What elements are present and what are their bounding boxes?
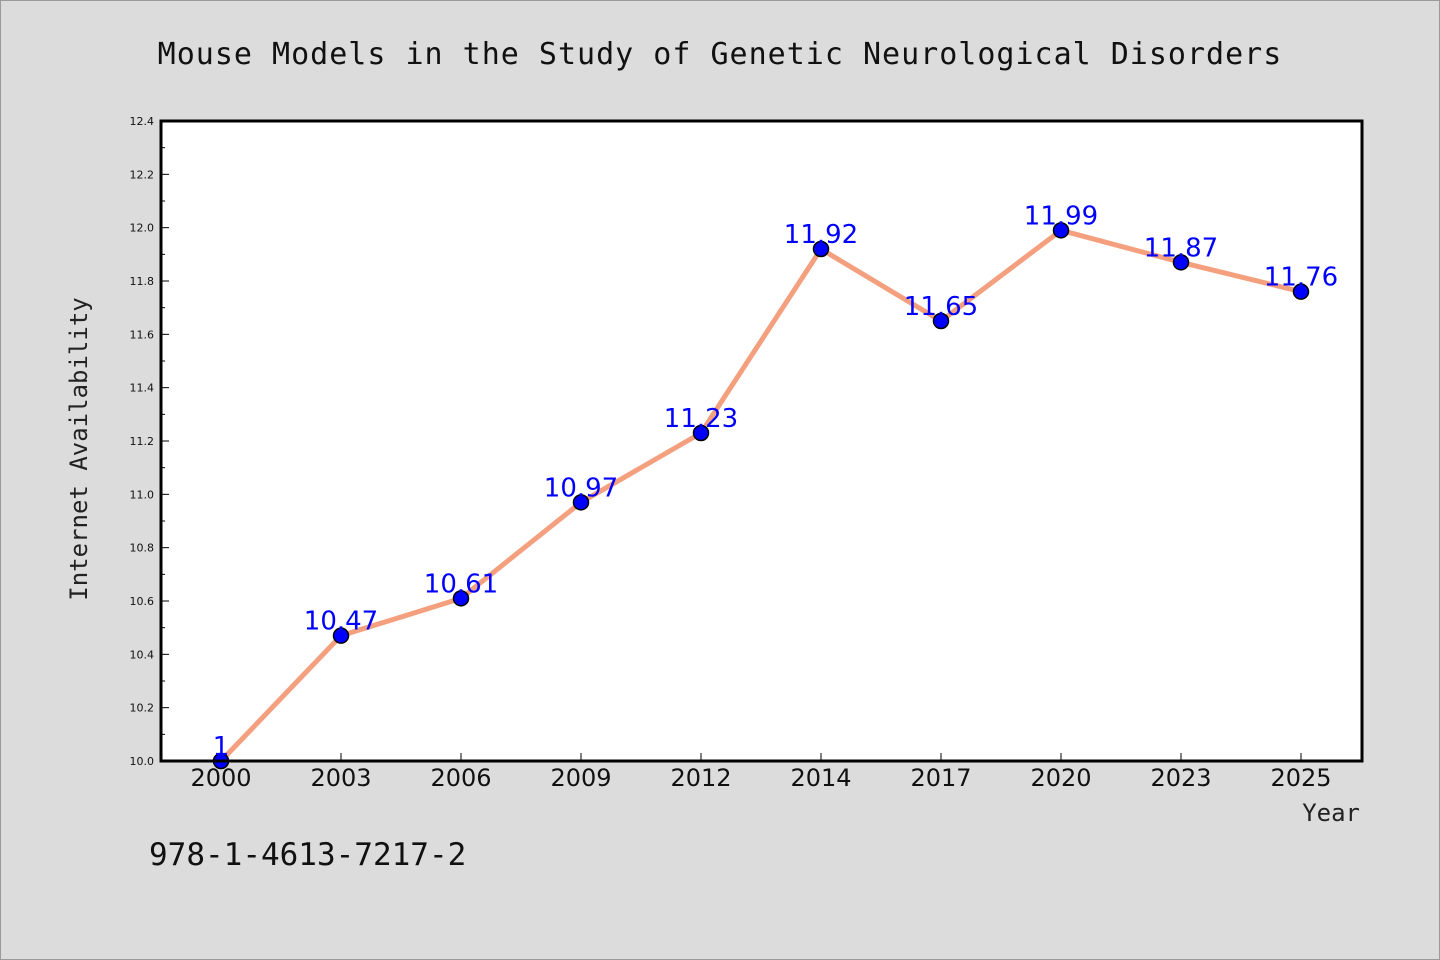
x-tick-label: 2025	[1270, 764, 1331, 792]
x-tick-label: 2003	[310, 764, 371, 792]
isbn-text: 978-1-4613-7217-2	[149, 837, 466, 873]
y-tick-label: 11.4	[130, 382, 155, 395]
data-label: 10.97	[544, 473, 618, 503]
chart-title: Mouse Models in the Study of Genetic Neu…	[158, 37, 1283, 72]
x-tick-label: 2009	[550, 764, 611, 792]
data-point-marker	[812, 240, 830, 258]
x-tick-label: 2023	[1150, 764, 1211, 792]
y-tick-label: 10.2	[130, 702, 155, 715]
x-tick-label: 2020	[1030, 764, 1091, 792]
y-tick-label: 11.2	[130, 435, 155, 448]
y-tick-label: 12.0	[130, 222, 155, 235]
data-label: 1	[213, 732, 230, 762]
y-tick-label: 11.8	[130, 275, 155, 288]
y-axis-label: Internet Availability	[65, 297, 93, 600]
y-tick-label: 10.0	[130, 755, 155, 768]
x-tick-label: 2014	[790, 764, 851, 792]
data-point-marker	[1292, 283, 1310, 300]
data-point-marker	[932, 312, 950, 330]
data-label: 11.23	[664, 404, 738, 434]
x-axis-label: Year	[1302, 799, 1360, 827]
data-label: 10.47	[304, 607, 378, 637]
y-tick-label: 10.4	[130, 648, 155, 661]
data-point-marker	[1052, 222, 1070, 239]
data-label: 10.61	[424, 569, 498, 599]
y-tick-label: 10.6	[130, 595, 155, 608]
x-tick-label: 2006	[430, 764, 491, 792]
data-label: 11.65	[904, 292, 978, 322]
data-point-marker	[452, 590, 470, 607]
plot-area	[161, 121, 1362, 761]
y-tick-label: 11.6	[130, 328, 155, 341]
y-axis-ticks: 10.0 10.2 10.4 10.6 10.8 11.0 11.2 11.4 11.6 11.8…	[130, 115, 169, 768]
x-tick-label: 2017	[910, 764, 971, 792]
series-line	[219, 227, 1302, 763]
data-point-marker	[692, 424, 710, 442]
y-tick-label: 11.0	[130, 488, 155, 501]
y-tick-label: 12.2	[130, 168, 155, 181]
data-point-marker	[332, 627, 350, 644]
data-label: 11.87	[1144, 233, 1218, 263]
x-tick-label: 2012	[670, 764, 731, 792]
data-point-marker	[572, 494, 590, 511]
y-tick-label: 10.8	[130, 542, 155, 555]
x-axis-ticks: 2000 2003 2006 2009 2012 2014 2017 2020 2023 2025	[190, 753, 1332, 792]
series-layer: 1 10.47 10.61 10.97 11.23 11.92 11.65 11.99 11.8…	[213, 201, 1338, 770]
data-point-marker	[1172, 254, 1190, 271]
y-tick-label: 12.4	[130, 115, 155, 128]
data-label: 11.76	[1264, 263, 1338, 293]
data-label: 11.92	[784, 220, 858, 250]
plot-frame	[159, 119, 1364, 763]
data-label: 11.99	[1024, 201, 1098, 231]
